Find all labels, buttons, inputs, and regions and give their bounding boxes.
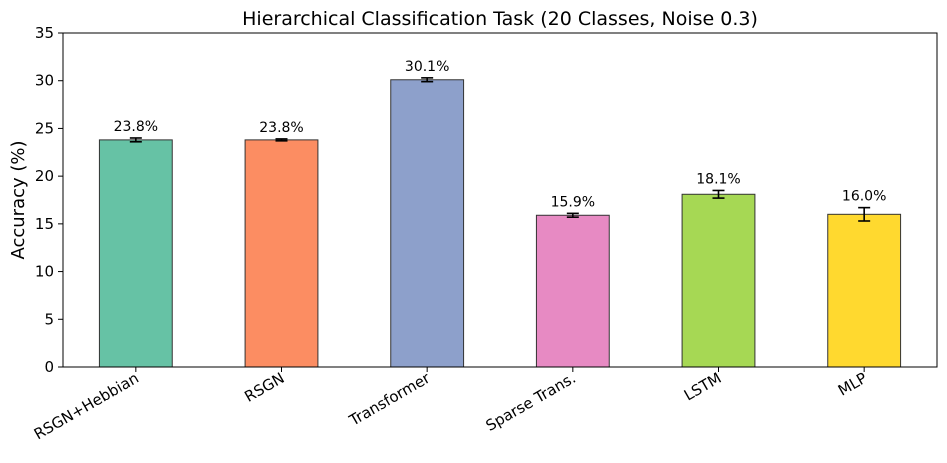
y-tick-label: 25 — [35, 119, 54, 137]
y-tick-label: 5 — [44, 310, 54, 328]
x-tick-label: RSGN — [241, 369, 287, 406]
x-tick-label: MLP — [835, 369, 870, 400]
bar-sparse-trans- — [535, 214, 610, 368]
data-label: 16.0% — [842, 189, 886, 205]
data-label: 18.1% — [696, 171, 740, 187]
x-tick-label: Transformer — [345, 368, 434, 430]
x-tick-label: Sparse Trans. — [483, 369, 579, 435]
data-label: 23.8% — [114, 119, 158, 135]
y-tick-label: 30 — [35, 72, 54, 90]
data-label: 30.1% — [405, 59, 449, 75]
bar-lstm — [681, 193, 756, 368]
plot-area: 0 5 10 15 20 25 30 35 23.8% RSGN+Hebbian 23.8% RSGN… — [31, 24, 938, 443]
bar-transformer — [390, 79, 465, 368]
data-label: 15.9% — [551, 194, 595, 210]
bar-mlp — [827, 213, 902, 368]
data-label: 23.8% — [259, 120, 303, 136]
chart-title: Hierarchical Classification Task (20 Cla… — [242, 8, 758, 30]
y-tick-label: 0 — [44, 358, 54, 376]
y-tick-label: 10 — [35, 263, 54, 281]
y-tick-label: 35 — [35, 24, 54, 42]
y-tick-label: 20 — [35, 167, 54, 185]
y-axis-label: Accuracy (%) — [8, 140, 29, 259]
bar-rsgn-hebbian — [98, 139, 173, 368]
bar-rsgn — [244, 139, 319, 368]
y-tick-label: 15 — [35, 215, 54, 233]
x-tick-label: RSGN+Hebbian — [31, 369, 142, 443]
x-tick-label: LSTM — [681, 369, 725, 405]
axes-frame — [62, 32, 938, 368]
